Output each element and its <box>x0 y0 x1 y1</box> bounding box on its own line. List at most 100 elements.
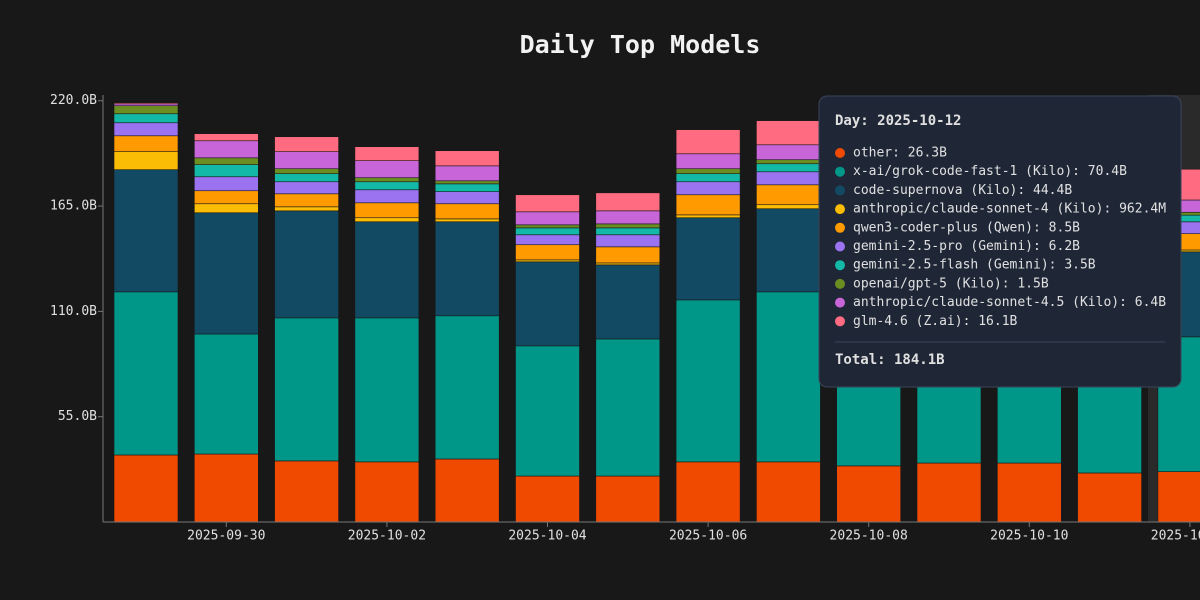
x-tick-label: 2025-10-12 <box>1151 529 1200 544</box>
bar-segment <box>675 153 741 170</box>
bar-segment <box>515 261 580 347</box>
bar-segment <box>194 176 259 192</box>
bar-segment <box>434 191 500 205</box>
tooltip-swatch <box>835 260 845 271</box>
bar-segment <box>194 190 259 205</box>
bar-segment <box>595 210 661 225</box>
tooltip-swatch <box>835 297 845 308</box>
x-tick-label: 2025-10-10 <box>990 529 1068 544</box>
bar-segment <box>194 333 259 455</box>
y-tick-label: 110.0B <box>50 304 97 319</box>
bar-segment <box>675 181 741 196</box>
tooltip-total: Total: 184.1B <box>835 352 945 368</box>
bar-segment <box>274 168 339 174</box>
bar-segment <box>194 212 259 335</box>
bar-segment <box>274 460 339 523</box>
bar-segment <box>354 181 420 191</box>
tooltip-swatch <box>835 316 845 327</box>
bar-segment <box>675 173 741 183</box>
bar-segment <box>515 234 580 246</box>
bar-segment <box>113 105 179 115</box>
tooltip-swatch <box>835 278 845 289</box>
bar-segment <box>756 120 821 146</box>
x-tick-label: 2025-10-08 <box>830 529 908 544</box>
tooltip-row: code-supernova (Kilo): 44.4B <box>853 183 1072 198</box>
bar-segment <box>194 133 259 142</box>
bar-segment <box>274 210 339 319</box>
bar-segment <box>113 122 179 137</box>
bar-segment <box>113 135 179 152</box>
x-tick-label: 2025-09-30 <box>187 529 265 544</box>
tooltip-title: Day: 2025-10-12 <box>835 113 961 129</box>
tooltip-row: anthropic/claude-sonnet-4 (Kilo): 962.4M <box>853 202 1166 217</box>
tooltip-row: other: 26.3B <box>853 146 947 161</box>
tooltip-box <box>818 95 1182 388</box>
tooltip-swatch <box>835 148 845 158</box>
tooltip-row: gemini-2.5-pro (Gemini): 6.2B <box>853 239 1080 254</box>
bar-segment <box>354 202 420 219</box>
bar-segment <box>675 194 741 216</box>
bar-segment <box>113 102 179 105</box>
bar-segment <box>756 461 821 523</box>
bar-segment <box>354 177 420 183</box>
bar-segment <box>1157 471 1200 523</box>
tooltip-row: glm-4.6 (Z.ai): 16.1B <box>853 314 1018 329</box>
bar-segment <box>756 171 821 186</box>
bar-segment <box>756 184 821 206</box>
bar-segment <box>274 206 339 212</box>
tooltip-row: anthropic/claude-sonnet-4.5 (Kilo): 6.4B <box>853 295 1166 310</box>
bar-segment <box>354 317 420 463</box>
x-tick-label: 2025-10-06 <box>669 529 747 544</box>
bar-segment <box>354 160 420 179</box>
bar-segment <box>1077 472 1142 523</box>
y-tick-label: 165.0B <box>50 199 97 214</box>
bar-segment <box>274 136 339 152</box>
bar-segment <box>675 299 741 463</box>
bar-segment <box>756 163 821 173</box>
bar-segment <box>996 462 1062 523</box>
bar-segment <box>434 218 500 223</box>
bar-segment <box>113 113 179 124</box>
bar-segment <box>595 338 661 477</box>
bar-segment <box>194 453 259 523</box>
bar-segment <box>274 151 339 170</box>
bar-segment <box>836 465 902 523</box>
bar-segment <box>515 244 580 261</box>
bar-segment <box>515 345 580 477</box>
tooltip-swatch <box>835 222 845 233</box>
y-tick-label: 220.0B <box>50 93 97 108</box>
bar-segment <box>113 151 179 170</box>
bar-segment <box>434 183 500 192</box>
bar-segment <box>354 217 420 223</box>
bar-segment <box>595 227 661 236</box>
bar-segment <box>194 164 259 178</box>
bar-segment <box>434 165 500 182</box>
bar-segment <box>354 146 420 161</box>
bar-segment <box>274 181 339 195</box>
bar-segment <box>756 204 821 210</box>
bar-segment <box>595 234 661 248</box>
bar-segment <box>515 211 580 226</box>
bar-segment <box>434 150 500 167</box>
bar-segment <box>515 227 580 236</box>
bar-segment <box>354 189 420 204</box>
bar-segment <box>194 140 259 159</box>
bar-segment <box>595 264 661 340</box>
x-tick-label: 2025-10-02 <box>348 529 426 544</box>
tooltip-row: openai/gpt-5 (Kilo): 1.5B <box>853 276 1049 291</box>
bar-segment <box>515 475 580 523</box>
bar-segment <box>434 221 500 317</box>
bar-segment <box>274 173 339 183</box>
tooltip-swatch <box>835 241 845 252</box>
tooltip-row: qwen3-coder-plus (Qwen): 8.5B <box>853 220 1080 235</box>
bar-segment <box>675 217 741 301</box>
tooltip-swatch <box>835 166 845 177</box>
bar-segment <box>756 208 821 293</box>
y-tick-label: 55.0B <box>58 409 97 424</box>
bar-segment <box>354 221 420 319</box>
bar-segment <box>595 192 661 212</box>
x-tick-label: 2025-10-04 <box>508 529 586 544</box>
tooltip-swatch <box>835 204 845 215</box>
